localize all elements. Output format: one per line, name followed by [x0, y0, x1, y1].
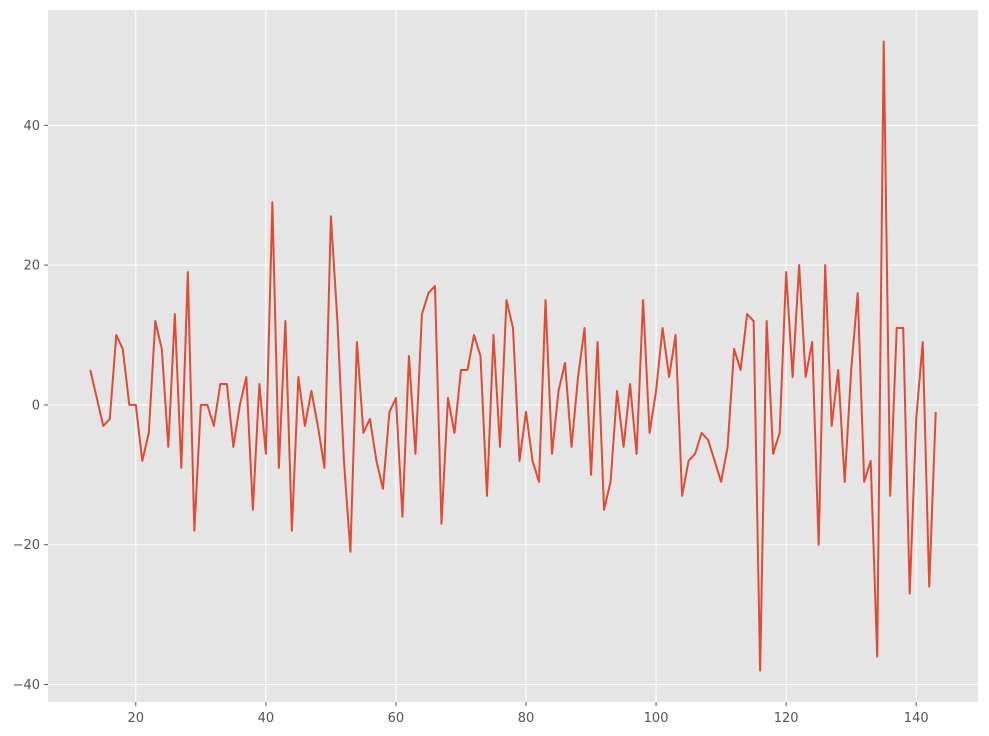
x-tick-label: 20	[128, 711, 145, 726]
x-axis: 20 40 60 80 100 120 140	[128, 702, 929, 726]
x-tick-label: 120	[774, 711, 799, 726]
plot-area	[48, 10, 978, 702]
x-tick-label: 100	[644, 711, 669, 726]
y-tick-label: −40	[13, 678, 40, 693]
y-tick-label: 0	[32, 398, 40, 413]
y-tick-label: 20	[23, 259, 40, 274]
x-tick-label: 60	[388, 711, 405, 726]
x-tick-label: 140	[904, 711, 929, 726]
y-tick-label: −20	[13, 538, 40, 553]
series-line	[89, 40, 937, 672]
x-tick-label: 80	[518, 711, 535, 726]
x-tick-label: 40	[258, 711, 275, 726]
y-tick-label: 40	[23, 119, 40, 134]
y-axis: −40 −20 0 20 40	[13, 119, 48, 693]
